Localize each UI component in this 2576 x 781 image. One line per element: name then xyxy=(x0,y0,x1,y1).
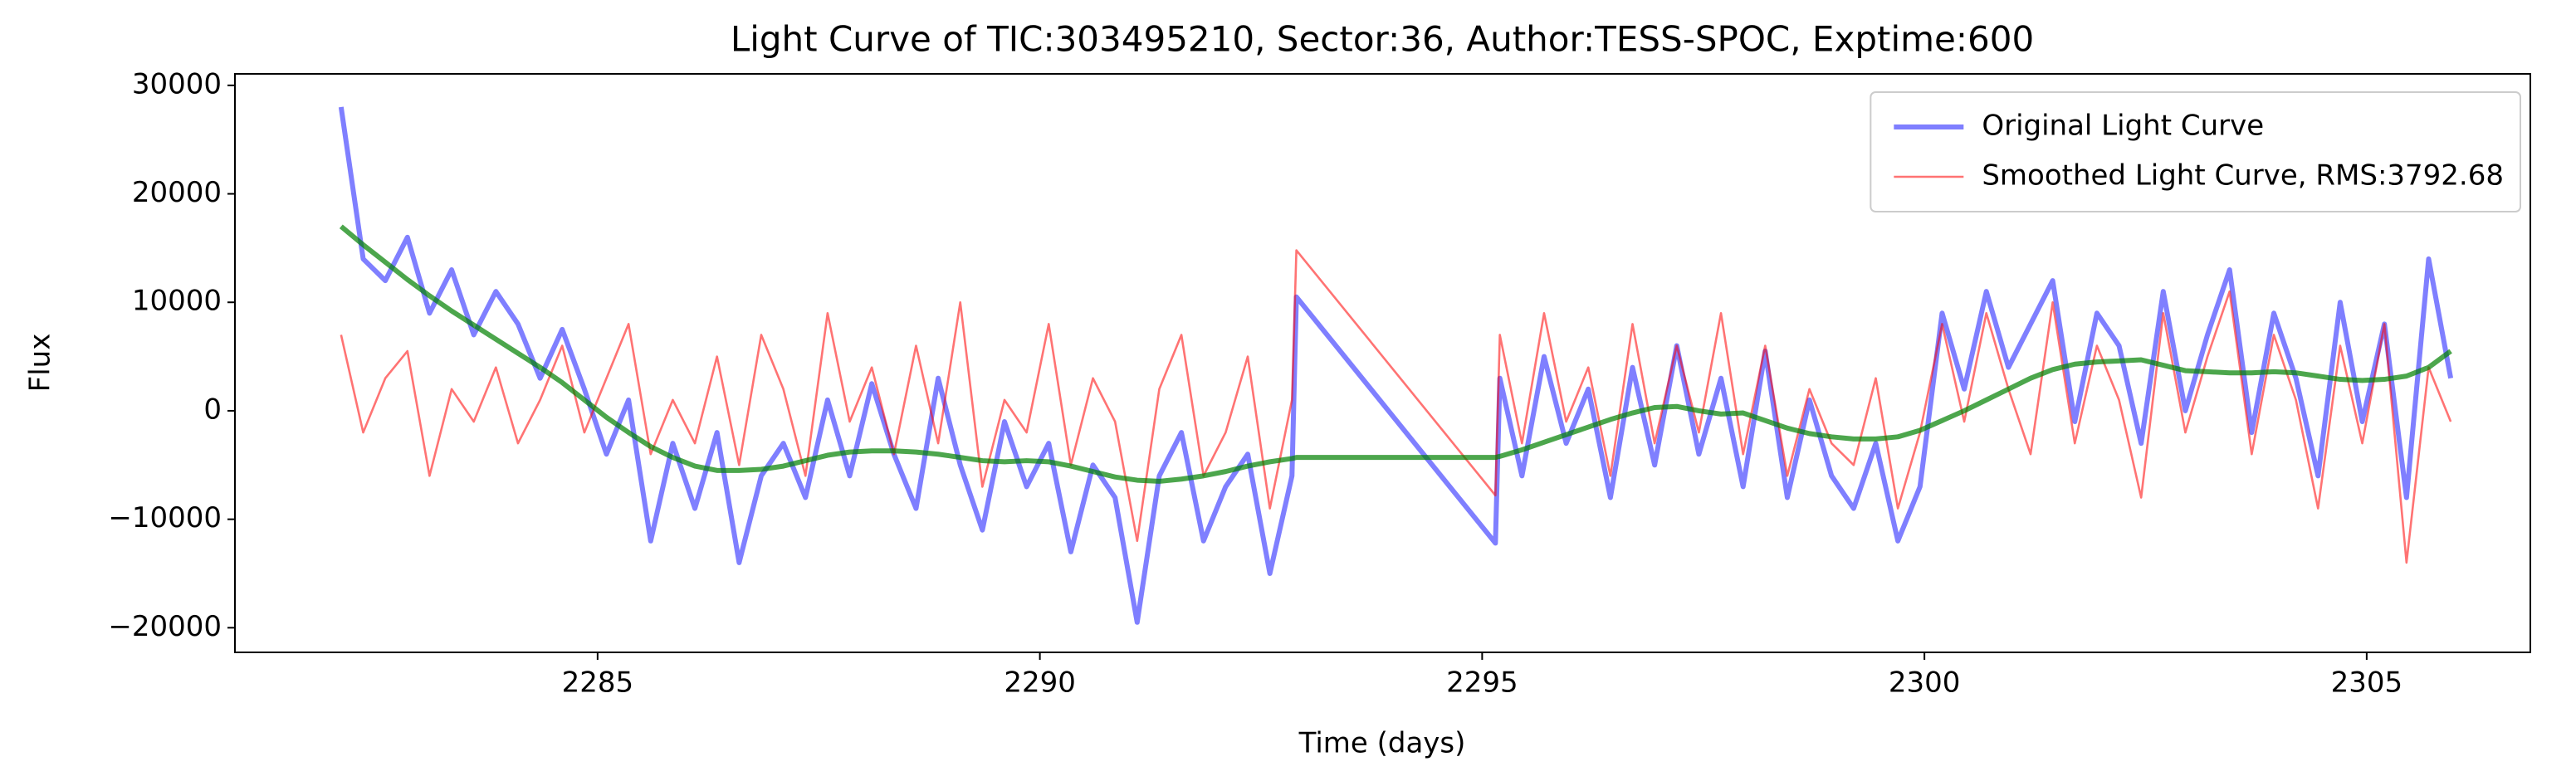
plot-frame xyxy=(234,73,2531,653)
x-tick-label: 2290 xyxy=(1004,666,1076,700)
y-tick-label: −20000 xyxy=(108,610,222,643)
y-axis-label: Flux xyxy=(24,334,57,393)
x-tick-label: 2305 xyxy=(2331,666,2403,700)
x-axis-label: Time (days) xyxy=(1298,727,1466,760)
y-tick-label: 10000 xyxy=(132,285,222,318)
legend-label: Smoothed Light Curve, RMS:3792.68 xyxy=(1982,159,2504,193)
series-line xyxy=(340,249,2452,564)
x-tick-label: 2300 xyxy=(1889,666,1961,700)
y-tick-label: 20000 xyxy=(132,176,222,209)
y-tick-label: −10000 xyxy=(108,501,222,534)
y-tick-label: 30000 xyxy=(132,67,222,100)
legend: Original Light Curve Smoothed Light Curve… xyxy=(1870,91,2521,212)
x-tick-label: 2295 xyxy=(1446,666,1518,700)
y-tick-label: 0 xyxy=(203,393,222,426)
x-tick-label: 2285 xyxy=(562,666,634,700)
legend-box xyxy=(1870,91,2521,212)
legend-label: Original Light Curve xyxy=(1982,110,2264,143)
chart-title: Light Curve of TIC:303495210, Sector:36,… xyxy=(731,19,2034,60)
series-line xyxy=(339,224,2452,484)
